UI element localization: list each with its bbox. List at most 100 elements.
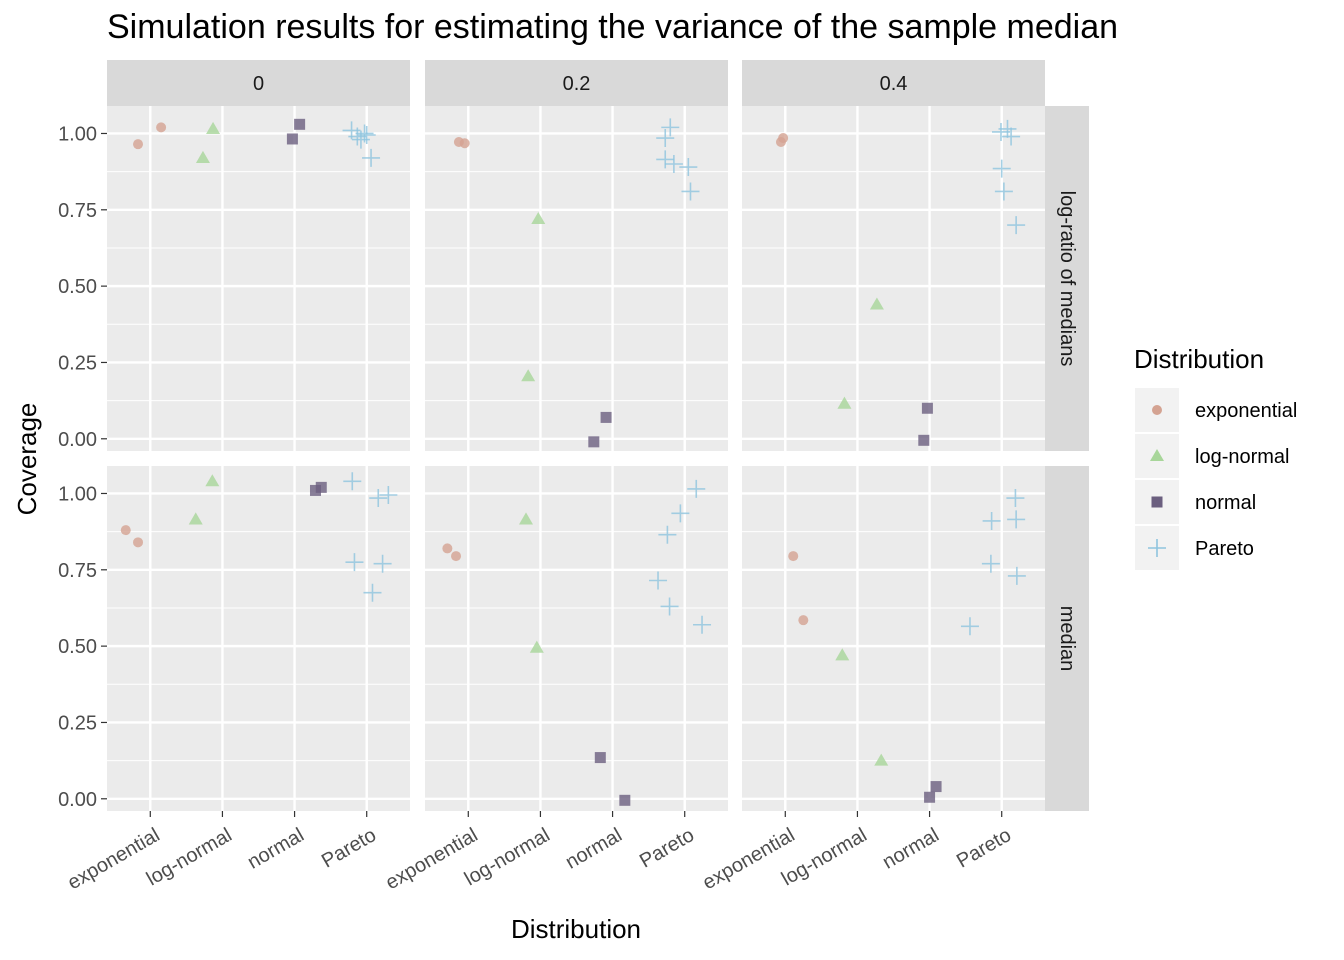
data-point bbox=[345, 553, 364, 572]
x-tick-label: normal bbox=[244, 824, 308, 874]
data-point bbox=[693, 615, 712, 634]
x-tick-label: exponential bbox=[699, 824, 799, 894]
y-tick-label: 0.25 bbox=[58, 712, 97, 734]
x-tick-label: normal bbox=[879, 824, 943, 874]
data-point bbox=[195, 150, 210, 163]
legend-label: Pareto bbox=[1195, 538, 1254, 560]
y-tick-label: 1.00 bbox=[58, 483, 97, 505]
data-point bbox=[442, 543, 453, 554]
facet-panel: 0.000.250.500.751.00exponentiallog-norma… bbox=[58, 466, 410, 894]
column-strip bbox=[107, 60, 410, 106]
chart-title: Simulation results for estimating the va… bbox=[107, 8, 1118, 46]
data-point bbox=[120, 525, 131, 536]
data-point bbox=[459, 138, 470, 149]
column-strip bbox=[742, 60, 1045, 106]
data-point bbox=[315, 481, 327, 493]
y-tick-label: 1.00 bbox=[58, 123, 97, 145]
data-point bbox=[778, 133, 789, 144]
x-tick-label: exponential bbox=[64, 824, 164, 894]
facet-panel: 0.2 bbox=[425, 60, 728, 451]
data-point bbox=[869, 297, 884, 310]
x-tick-label: exponential bbox=[382, 824, 482, 894]
legend-marker bbox=[1152, 405, 1162, 415]
data-point bbox=[369, 489, 388, 508]
data-point bbox=[205, 474, 220, 487]
data-point bbox=[679, 158, 698, 177]
row-strip-label: log-ratio of medians bbox=[1056, 191, 1078, 367]
data-point bbox=[660, 597, 679, 616]
data-point bbox=[656, 150, 675, 169]
data-point bbox=[343, 472, 362, 491]
data-point bbox=[658, 525, 677, 544]
data-point bbox=[619, 794, 631, 806]
data-point bbox=[519, 512, 533, 525]
data-point bbox=[981, 554, 1000, 573]
data-point bbox=[656, 129, 675, 148]
data-point bbox=[998, 119, 1017, 138]
facet-panel: 0 0.00 0.25 0.50 0.75 1.00 bbox=[58, 60, 410, 451]
data-point bbox=[294, 118, 306, 130]
data-point bbox=[600, 411, 612, 423]
data-point bbox=[992, 159, 1011, 178]
y-axis-title: Coverage bbox=[12, 403, 42, 516]
data-point bbox=[982, 511, 1001, 530]
data-point bbox=[451, 551, 462, 562]
legend: Distribution exponential log-normal normal… bbox=[1134, 344, 1297, 570]
legend-marker bbox=[1151, 496, 1163, 508]
column-strip bbox=[425, 60, 728, 106]
data-point bbox=[874, 753, 889, 766]
legend-label: normal bbox=[1195, 492, 1256, 514]
x-axis-title: Distribution bbox=[511, 914, 641, 944]
data-point bbox=[133, 537, 144, 548]
data-point bbox=[960, 617, 979, 636]
data-point bbox=[348, 127, 367, 146]
y-tick-label: 0.25 bbox=[58, 352, 97, 374]
legend-title: Distribution bbox=[1134, 344, 1264, 374]
x-tick-label: Pareto bbox=[953, 824, 1015, 873]
legend-marker bbox=[1150, 449, 1164, 462]
data-point bbox=[681, 182, 700, 201]
x-tick-label: Pareto bbox=[318, 824, 380, 873]
facet-panel: 0.4 log-ratio of medians bbox=[742, 60, 1089, 451]
row-strip-label: median bbox=[1056, 606, 1078, 672]
data-point bbox=[664, 155, 683, 174]
data-point bbox=[588, 436, 600, 448]
data-point bbox=[835, 648, 850, 661]
y-tick-label: 0.50 bbox=[58, 276, 97, 298]
data-point bbox=[798, 615, 809, 626]
y-tick-label: 0.00 bbox=[58, 429, 97, 451]
panel-background bbox=[425, 466, 728, 811]
data-point bbox=[206, 121, 221, 134]
y-tick-label: 0.00 bbox=[58, 789, 97, 811]
data-point bbox=[1006, 489, 1025, 508]
data-point bbox=[529, 640, 544, 653]
y-tick-label: 0.50 bbox=[58, 636, 97, 658]
data-point bbox=[531, 211, 546, 225]
data-point bbox=[362, 148, 381, 167]
panel-background bbox=[742, 106, 1045, 451]
data-point bbox=[924, 791, 936, 803]
y-tick-label: 0.75 bbox=[58, 560, 97, 582]
legend-label: exponential bbox=[1195, 400, 1297, 422]
data-point bbox=[930, 781, 942, 793]
data-point bbox=[1007, 216, 1026, 235]
data-point bbox=[133, 139, 144, 150]
x-tick-label: Pareto bbox=[636, 824, 698, 873]
panel-background bbox=[107, 106, 410, 451]
panel-background bbox=[425, 106, 728, 451]
data-point bbox=[1002, 127, 1021, 146]
data-point bbox=[837, 396, 852, 409]
data-point bbox=[661, 118, 680, 137]
panel-background bbox=[107, 466, 410, 811]
data-point bbox=[521, 369, 536, 382]
x-tick-label: normal bbox=[562, 824, 626, 874]
data-point bbox=[373, 554, 392, 573]
data-point bbox=[363, 583, 382, 602]
data-point bbox=[671, 504, 690, 523]
data-point bbox=[156, 122, 167, 133]
column-strip-label: 0.2 bbox=[563, 73, 591, 95]
legend-label: log-normal bbox=[1195, 446, 1289, 468]
